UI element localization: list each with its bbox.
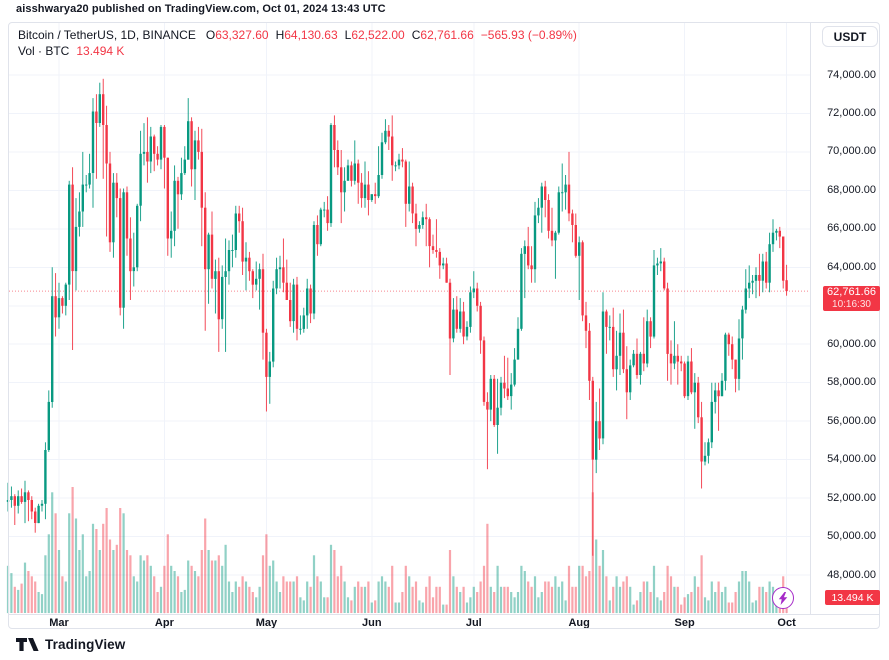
lightning-icon — [778, 591, 788, 605]
last-price-badge: 62,761.66 10:16:30 — [823, 286, 880, 311]
volume-indicator-label: Vol · BTC — [18, 44, 70, 58]
price-tick-label: 50,000.00 — [827, 530, 876, 543]
close-value: C62,761.66 — [411, 28, 474, 42]
publish-header: aisshwarya20 published on TradingView.co… — [16, 3, 386, 15]
last-price-value: 62,761.66 — [827, 286, 876, 298]
price-tick-label: 48,000.00 — [827, 568, 876, 581]
time-axis-label: Jun — [362, 617, 382, 629]
time-axis-label: Mar — [49, 617, 69, 629]
price-tick-label: 70,000.00 — [827, 145, 876, 158]
price-tick-label: 58,000.00 — [827, 376, 876, 389]
reaction-button[interactable] — [772, 587, 794, 609]
symbol-title: Bitcoin / TetherUS, 1D, BINANCE — [18, 28, 196, 42]
volume-indicator-value: 13.494 K — [76, 44, 125, 58]
grid-lines — [9, 23, 810, 614]
time-axis-label: Sep — [674, 617, 695, 629]
volume-scale-badge: 13.494 K — [825, 590, 880, 605]
change-value: −565.93 (−0.89%) — [480, 28, 577, 42]
currency-toggle-button[interactable]: USDT — [822, 26, 878, 47]
time-axis-label: Aug — [568, 617, 590, 629]
low-value: L62,522.00 — [344, 28, 405, 42]
price-tick-label: 64,000.00 — [827, 260, 876, 273]
price-tick-label: 56,000.00 — [827, 414, 876, 427]
axis-separators — [9, 23, 880, 615]
time-axis-label: May — [255, 617, 278, 629]
price-tick-label: 74,000.00 — [827, 68, 876, 81]
time-axis-label: Oct — [777, 617, 796, 629]
bar-countdown: 10:16:30 — [832, 299, 871, 310]
price-tick-label: 66,000.00 — [827, 222, 876, 235]
open-value: O63,327.60 — [205, 28, 269, 42]
volume-series — [6, 487, 788, 614]
tradingview-logo-icon — [16, 637, 39, 651]
high-value: H64,130.63 — [275, 28, 338, 42]
price-tick-label: 60,000.00 — [827, 337, 876, 350]
time-axis-label: Jul — [465, 617, 482, 629]
candlestick-series — [6, 78, 788, 556]
chart-legend: Bitcoin / TetherUS, 1D, BINANCE O63,327.6… — [18, 28, 577, 59]
tradingview-brand-text: TradingView — [45, 637, 126, 652]
price-tick-label: 52,000.00 — [827, 491, 876, 504]
price-tick-label: 68,000.00 — [827, 183, 876, 196]
tradingview-attribution[interactable]: TradingView — [16, 637, 125, 652]
time-axis-label: Apr — [154, 617, 174, 629]
price-tick-label: 54,000.00 — [827, 453, 876, 466]
price-tick-label: 72,000.00 — [827, 106, 876, 119]
